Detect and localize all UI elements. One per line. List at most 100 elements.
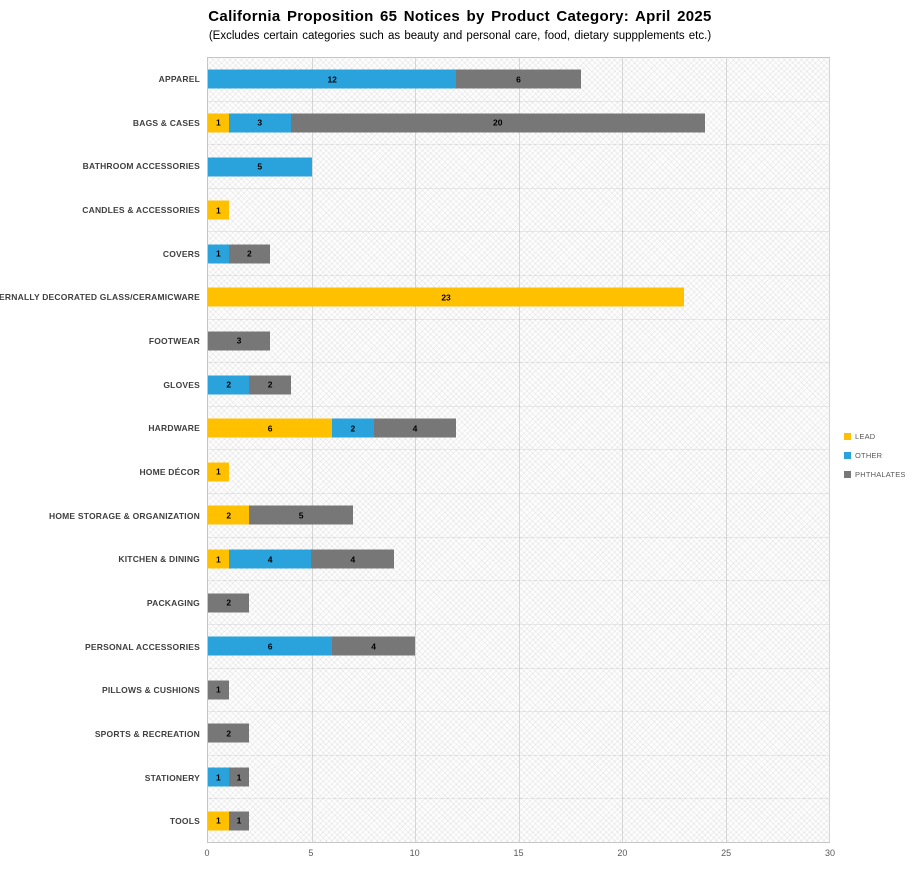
bar-segment-lead[interactable]: 1 [208, 811, 229, 831]
data-label: 3 [236, 335, 242, 346]
data-label: 3 [257, 117, 263, 128]
data-label: 4 [267, 554, 273, 564]
legend-swatch [844, 452, 851, 459]
category-label: EXTERNALLY DECORATED GLASS/CERAMICWARE [0, 292, 200, 303]
data-label: 1 [215, 466, 221, 477]
bar-segment-phthalates[interactable]: 1 [228, 767, 250, 787]
gridline [415, 58, 416, 842]
bar-segment-lead[interactable]: 1 [208, 462, 229, 482]
bar-segment-other[interactable]: 2 [208, 375, 250, 395]
data-label: 1 [215, 554, 221, 564]
chart-title: California Proposition 65 Notices by Pro… [208, 8, 712, 25]
stacked-bar: 1 3 20 [208, 113, 829, 133]
data-label: 2 [226, 597, 232, 608]
bar-segment-other[interactable]: 2 [332, 418, 374, 438]
category-label: HOME DÉCOR [139, 466, 200, 477]
legend: LEAD OTHER PHTHALATES [844, 432, 906, 479]
legend-item-phthalates[interactable]: PHTHALATES [844, 470, 906, 479]
x-tick-label: 0 [204, 848, 210, 858]
stacked-bar: 1 [208, 462, 829, 482]
gridline [311, 58, 313, 842]
x-tick-label: 25 [721, 848, 732, 858]
data-label: 5 [298, 510, 304, 521]
chart-subtitle: (Excludes certain categories such as bea… [208, 30, 712, 42]
category-label: GLOVES [163, 379, 200, 390]
bar-segment-other[interactable]: 3 [228, 113, 291, 133]
bar-segment-other[interactable]: 4 [228, 549, 312, 569]
bar-segment-other[interactable]: 5 [208, 157, 312, 177]
data-label: 6 [516, 74, 521, 85]
bar-segment-phthalates[interactable]: 4 [311, 549, 395, 569]
gridline [518, 58, 520, 842]
bar-segment-phthalates[interactable]: 1 [208, 680, 229, 700]
data-label: 1 [236, 815, 242, 826]
bar-segment-phthalates[interactable]: 2 [228, 244, 271, 264]
bar-segment-phthalates[interactable]: 6 [456, 69, 581, 89]
legend-label: PHTHALATES [855, 470, 906, 479]
category-label: BAGS & CASES [132, 117, 200, 128]
bar-segment-other[interactable]: 6 [208, 636, 333, 656]
bar-row: 2 [208, 711, 829, 755]
bar-segment-lead[interactable]: 1 [208, 549, 229, 569]
bar-segment-phthalates[interactable]: 1 [228, 811, 250, 831]
bar-row: 1 [208, 449, 829, 493]
bar-segment-lead[interactable]: 2 [208, 505, 250, 525]
bar-segment-lead[interactable]: 23 [208, 287, 685, 307]
category-label: KITCHEN & DINING [118, 554, 200, 565]
gridline [622, 58, 623, 842]
bar-segment-other[interactable]: 1 [208, 244, 229, 264]
legend-item-other[interactable]: OTHER [844, 451, 906, 460]
stacked-bar: 2 [208, 593, 829, 613]
x-tick-label: 5 [308, 848, 314, 858]
bar-segment-phthalates[interactable]: 2 [208, 723, 250, 743]
data-label: 2 [226, 510, 232, 521]
data-label: 23 [441, 292, 451, 303]
bar-row: 1 [208, 667, 829, 712]
category-label: CANDLES & ACCESSORIES [82, 204, 200, 215]
data-label: 6 [267, 423, 273, 434]
category-label: HOME STORAGE & ORGANIZATION [48, 510, 200, 521]
bar-segment-phthalates[interactable]: 3 [208, 331, 271, 351]
category-label: STATIONERY [144, 772, 200, 783]
data-label: 1 [215, 117, 221, 128]
bar-segment-lead[interactable]: 1 [208, 113, 229, 133]
bar-segment-lead[interactable]: 6 [208, 418, 333, 438]
category-label: SPORTS & RECREATION [94, 728, 200, 739]
bar-segment-lead[interactable]: 1 [208, 200, 229, 220]
category-label: BATHROOM ACCESSORIES [82, 161, 200, 172]
bar-segment-phthalates[interactable]: 2 [249, 375, 291, 395]
stacked-bar: 3 [208, 331, 829, 351]
bar-segment-other[interactable]: 12 [208, 69, 457, 89]
data-label: 1 [215, 684, 221, 695]
data-label: 5 [257, 161, 263, 172]
gridline [725, 58, 727, 842]
bar-segment-phthalates[interactable]: 20 [290, 113, 705, 133]
bar-segment-other[interactable]: 1 [208, 767, 229, 787]
legend-item-lead[interactable]: LEAD [844, 432, 906, 441]
data-label: 1 [215, 772, 221, 783]
bar-segment-phthalates[interactable]: 2 [208, 593, 250, 613]
stacked-bar: 12 6 [208, 69, 829, 89]
data-label: 1 [215, 815, 221, 826]
plot-area: 12 6 1 3 20 5 1 1 2 23 3 2 2 6 2 4 1 2 5 1 4 4 2 6 4 1 2 1 1 1 1 [207, 57, 830, 843]
bar-segment-phthalates[interactable]: 5 [249, 505, 353, 525]
data-label: 4 [350, 554, 356, 564]
stacked-bar: 1 [208, 200, 829, 220]
bar-segment-phthalates[interactable]: 4 [373, 418, 457, 438]
stacked-bar: 6 2 4 [208, 418, 829, 438]
category-label: FOOTWEAR [148, 335, 200, 346]
bar-row: 23 [208, 275, 829, 319]
data-label: 2 [226, 728, 232, 739]
category-label: COVERS [162, 248, 200, 259]
gridline [829, 58, 830, 842]
bar-segment-phthalates[interactable]: 4 [332, 636, 415, 656]
bar-row: 1 [208, 187, 829, 232]
